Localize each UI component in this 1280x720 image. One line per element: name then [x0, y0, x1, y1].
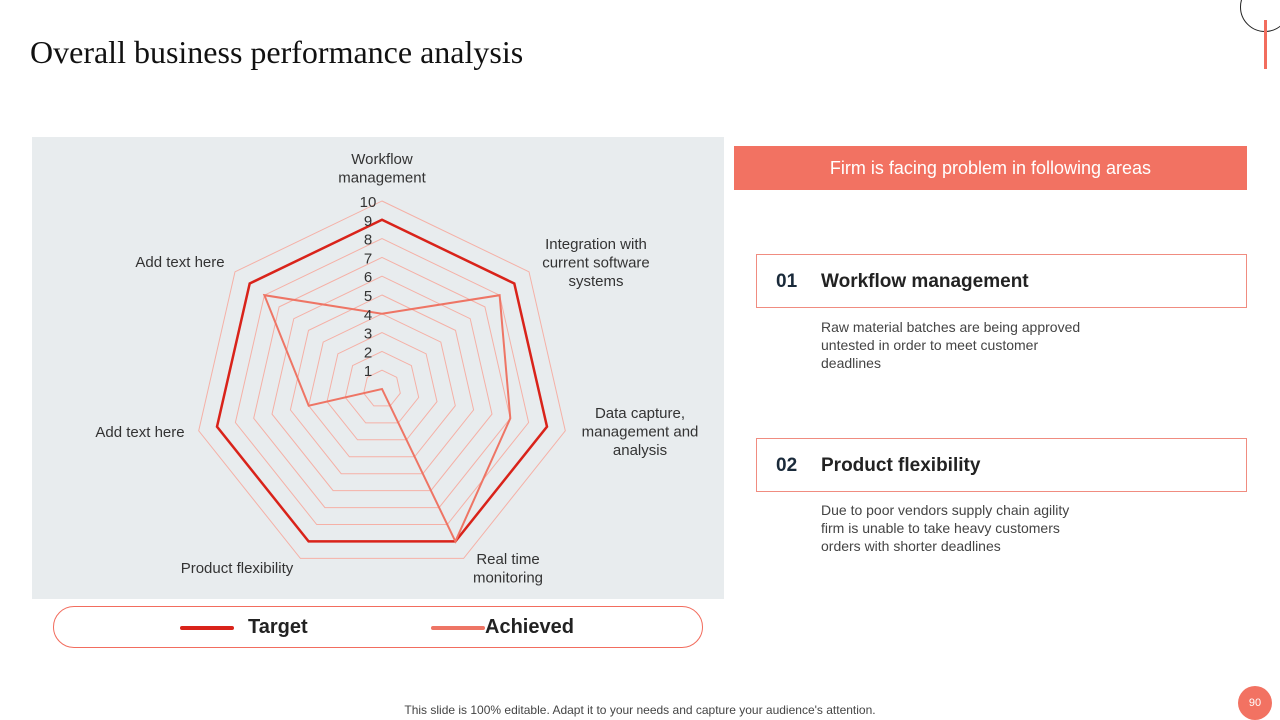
- item-title: Workflow management: [821, 271, 1029, 292]
- legend-achieved-label: Achieved: [485, 616, 574, 638]
- radar-grid: [198, 200, 566, 559]
- axis-label: Add text here: [95, 424, 184, 441]
- problem-item-1: 01 Workflow management: [756, 254, 1247, 308]
- legend-target-label: Target: [248, 616, 308, 638]
- axis-label: Data capture, management and analysis: [582, 405, 699, 459]
- grid-ring-9: [216, 219, 548, 542]
- item-title: Product flexibility: [821, 455, 981, 476]
- grid-ring-2: [344, 350, 420, 424]
- axis-label: Real time monitoring: [473, 551, 543, 587]
- axis-label: Integration with current software systems: [542, 236, 650, 290]
- axis-label: Workflow management: [338, 151, 426, 187]
- page-number-badge: 90: [1238, 686, 1272, 720]
- radial-tick-label: 3: [364, 326, 372, 343]
- item-number: 01: [776, 271, 798, 292]
- radial-tick-label: 10: [360, 194, 377, 211]
- axis-label: Add text here: [135, 254, 224, 271]
- radial-tick-label: 6: [364, 269, 372, 286]
- grid-ring-4: [308, 313, 456, 458]
- item-number: 02: [776, 455, 798, 476]
- slide-title: Overall business performance analysis: [30, 34, 524, 70]
- footer-note: This slide is 100% editable. Adapt it to…: [404, 703, 876, 717]
- grid-ring-10: [198, 200, 566, 559]
- item-description: Due to poor vendors supply chain agility…: [821, 502, 1070, 554]
- item-description: Raw material batches are being approved …: [821, 319, 1081, 371]
- problem-item-2: 02 Product flexibility: [756, 438, 1247, 492]
- radial-tick-label: 8: [364, 232, 372, 249]
- accent-bar: [1264, 20, 1267, 69]
- radial-tick-label: 7: [364, 250, 372, 267]
- radial-tick-label: 5: [364, 288, 372, 305]
- grid-ring-1: [363, 369, 401, 407]
- legend-target-swatch: [180, 626, 234, 630]
- radial-tick-label: 4: [364, 307, 372, 324]
- grid-ring-8: [234, 238, 530, 525]
- problem-areas-header: Firm is facing problem in following area…: [734, 146, 1247, 190]
- chart-legend: Target Achieved: [53, 606, 703, 648]
- grid-ring-3: [326, 332, 438, 441]
- legend-achieved-swatch: [431, 626, 485, 630]
- radial-tick-label: 2: [364, 344, 372, 361]
- radial-tick-label: 9: [364, 213, 372, 230]
- series-target: [215, 218, 549, 543]
- grid-ring-5: [289, 294, 475, 475]
- grid-ring-6: [271, 275, 493, 492]
- radial-tick-label: 1: [364, 363, 372, 380]
- series-achieved: [262, 293, 512, 544]
- radar-chart-panel: 1 2 3 4 5 6 7 8 9 10 Workflow management Integration…: [32, 137, 724, 599]
- axis-label: Product flexibility: [181, 560, 294, 577]
- grid-ring-7: [253, 256, 511, 509]
- decorative-circle: [1240, 0, 1280, 32]
- radar-series: [215, 218, 549, 544]
